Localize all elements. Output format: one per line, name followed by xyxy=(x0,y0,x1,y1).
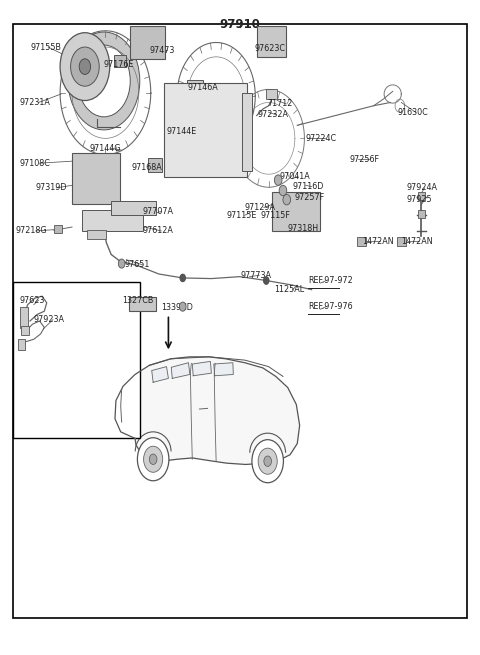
Bar xyxy=(257,26,286,57)
Circle shape xyxy=(252,440,283,483)
Text: 1327CB: 1327CB xyxy=(122,295,154,305)
Circle shape xyxy=(264,276,269,284)
Text: 97923A: 97923A xyxy=(34,315,65,324)
Text: 97232A: 97232A xyxy=(258,111,288,119)
Text: 97146A: 97146A xyxy=(188,83,218,92)
Text: 97257F: 97257F xyxy=(294,193,324,202)
Bar xyxy=(22,326,29,335)
Bar xyxy=(82,210,143,231)
Text: 97218G: 97218G xyxy=(16,227,48,235)
Text: 97155B: 97155B xyxy=(31,43,62,52)
Circle shape xyxy=(79,59,91,75)
Text: REF.97-972: REF.97-972 xyxy=(308,276,353,285)
Text: 97041A: 97041A xyxy=(280,172,311,181)
Circle shape xyxy=(180,302,186,311)
Circle shape xyxy=(71,47,99,86)
Bar xyxy=(164,83,247,178)
Text: 97319D: 97319D xyxy=(36,183,67,193)
Bar xyxy=(129,297,156,311)
Polygon shape xyxy=(214,363,233,376)
Text: 97773A: 97773A xyxy=(241,271,272,280)
Bar xyxy=(266,90,277,99)
Text: 97176E: 97176E xyxy=(104,60,134,69)
Polygon shape xyxy=(152,367,168,383)
Text: 97115F: 97115F xyxy=(261,211,290,220)
Bar xyxy=(148,158,162,172)
Bar xyxy=(111,201,156,215)
Text: 97318H: 97318H xyxy=(288,224,319,233)
Bar xyxy=(87,231,107,240)
Text: 97224C: 97224C xyxy=(306,134,337,143)
Text: 91630C: 91630C xyxy=(397,108,428,117)
Circle shape xyxy=(144,446,163,472)
Bar xyxy=(187,80,203,99)
Bar xyxy=(242,93,252,171)
Bar xyxy=(273,192,320,231)
Text: 97612A: 97612A xyxy=(142,227,173,235)
Text: 97144G: 97144G xyxy=(90,143,121,153)
Circle shape xyxy=(60,33,110,100)
Circle shape xyxy=(275,175,282,185)
Text: 97108C: 97108C xyxy=(20,159,50,168)
Bar xyxy=(130,26,165,59)
Text: 97924A: 97924A xyxy=(406,183,437,193)
Polygon shape xyxy=(115,357,300,464)
Text: 1472AN: 1472AN xyxy=(362,237,393,246)
Circle shape xyxy=(264,456,272,466)
Text: 97256F: 97256F xyxy=(350,155,380,164)
Polygon shape xyxy=(171,363,190,379)
Bar xyxy=(115,55,126,67)
Bar xyxy=(418,210,425,218)
Bar xyxy=(357,237,365,246)
Text: 1339CD: 1339CD xyxy=(161,303,193,312)
Text: 97623C: 97623C xyxy=(254,44,285,53)
Text: 97473: 97473 xyxy=(149,46,175,55)
Text: 71712: 71712 xyxy=(268,100,293,108)
Text: 97116D: 97116D xyxy=(292,182,324,191)
Text: 97231A: 97231A xyxy=(20,98,50,107)
Bar xyxy=(18,339,25,350)
Text: 97115E: 97115E xyxy=(227,211,257,220)
Text: 97168A: 97168A xyxy=(131,163,162,172)
Text: 97707A: 97707A xyxy=(142,207,173,216)
Text: 97925: 97925 xyxy=(406,195,432,204)
Text: 97651: 97651 xyxy=(124,261,150,269)
Bar xyxy=(72,153,120,204)
Text: 97910: 97910 xyxy=(219,18,261,31)
Text: 1472AN: 1472AN xyxy=(401,237,433,246)
Text: 97623: 97623 xyxy=(20,295,45,305)
Bar xyxy=(418,193,425,200)
Text: 1125AL: 1125AL xyxy=(275,285,304,294)
Circle shape xyxy=(258,448,277,474)
Circle shape xyxy=(149,454,157,464)
Circle shape xyxy=(283,195,290,205)
Bar xyxy=(397,237,406,246)
Circle shape xyxy=(118,259,125,268)
Circle shape xyxy=(180,274,186,282)
Text: 97144E: 97144E xyxy=(166,127,196,136)
Circle shape xyxy=(137,438,169,481)
Bar xyxy=(13,282,140,438)
Bar xyxy=(54,225,62,233)
Text: 97129A: 97129A xyxy=(245,203,276,212)
Circle shape xyxy=(279,185,287,196)
Bar xyxy=(20,307,28,328)
Wedge shape xyxy=(68,32,140,130)
Polygon shape xyxy=(192,362,211,376)
Text: REF.97-976: REF.97-976 xyxy=(308,302,353,311)
